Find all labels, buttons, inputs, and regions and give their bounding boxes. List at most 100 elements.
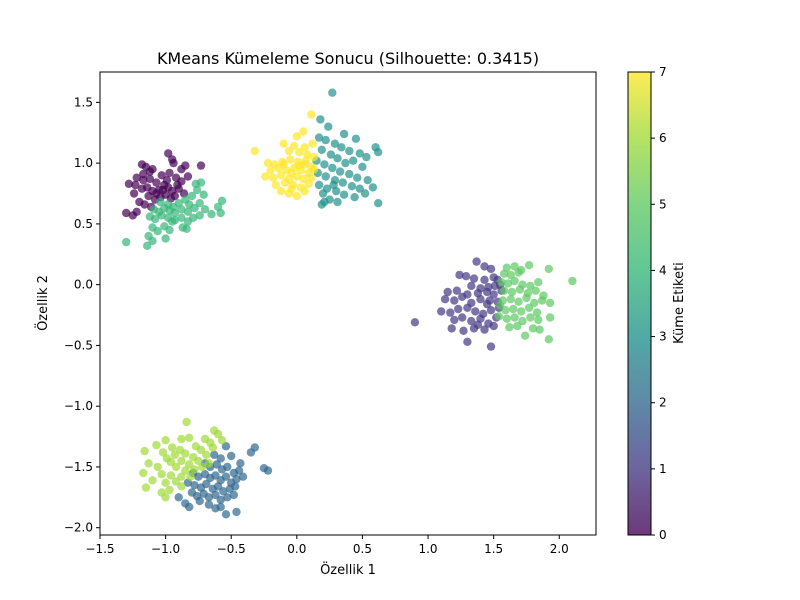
point-cluster-7 [301, 156, 311, 165]
point-cluster-7 [292, 132, 301, 141]
point-cluster-3 [316, 115, 325, 124]
point-cluster-2 [195, 496, 204, 506]
point-cluster-3 [358, 162, 367, 171]
point-cluster-0 [131, 180, 140, 190]
point-cluster-7 [280, 178, 290, 187]
point-cluster-4 [170, 208, 179, 218]
point-cluster-7 [304, 179, 313, 188]
point-cluster-2 [190, 481, 199, 490]
point-cluster-1 [461, 272, 471, 281]
point-cluster-0 [164, 149, 173, 158]
y-tick-label: 1.0 [74, 156, 93, 170]
point-cluster-1 [459, 326, 468, 335]
point-cluster-3 [351, 134, 361, 143]
point-cluster-7 [292, 191, 301, 201]
point-cluster-4 [165, 225, 174, 235]
point-cluster-2 [216, 502, 225, 512]
point-cluster-7 [284, 146, 294, 156]
point-cluster-0 [124, 179, 134, 188]
point-cluster-5 [532, 308, 542, 317]
point-cluster-5 [502, 314, 511, 323]
point-cluster-3 [314, 180, 324, 190]
point-cluster-5 [510, 262, 519, 271]
point-cluster-6 [152, 440, 161, 450]
cluster-5-points [494, 261, 577, 344]
point-cluster-4 [195, 199, 204, 208]
point-cluster-6 [170, 450, 179, 459]
point-cluster-1 [486, 264, 496, 274]
point-cluster-5 [507, 287, 517, 297]
point-cluster-2 [221, 472, 231, 481]
point-cluster-6 [165, 485, 174, 495]
point-cluster-7 [300, 143, 309, 152]
point-cluster-5 [534, 315, 543, 325]
point-cluster-5 [506, 295, 515, 304]
point-cluster-7 [263, 158, 273, 168]
point-cluster-0 [158, 185, 168, 195]
point-cluster-2 [174, 493, 183, 502]
point-cluster-5 [545, 313, 555, 322]
x-tick-label: −1.5 [85, 542, 114, 556]
y-tick-label: 0.0 [74, 278, 93, 292]
point-cluster-3 [347, 182, 357, 191]
y-tick-label: −0.5 [64, 338, 93, 352]
point-cluster-1 [410, 318, 420, 327]
point-cluster-3 [341, 158, 350, 168]
point-cluster-0 [173, 180, 182, 190]
point-cluster-2 [229, 490, 238, 500]
point-cluster-1 [471, 307, 480, 316]
point-cluster-6 [217, 436, 227, 445]
point-cluster-0 [170, 191, 179, 201]
point-cluster-0 [152, 178, 161, 187]
point-cluster-4 [122, 237, 131, 247]
point-cluster-4 [189, 213, 198, 222]
point-cluster-0 [165, 168, 174, 178]
point-cluster-6 [144, 459, 153, 468]
point-cluster-1 [450, 315, 459, 325]
point-cluster-2 [202, 479, 211, 489]
point-cluster-6 [158, 448, 168, 457]
point-cluster-3 [368, 183, 378, 192]
point-cluster-1 [450, 296, 459, 305]
point-cluster-5 [513, 321, 522, 331]
point-cluster-4 [216, 208, 225, 218]
point-cluster-1 [469, 274, 479, 283]
point-cluster-5 [522, 293, 531, 303]
cluster-3-points [312, 88, 383, 209]
point-cluster-4 [161, 234, 170, 243]
point-cluster-7 [261, 172, 270, 181]
x-tick-label: 1.5 [484, 542, 503, 556]
point-cluster-3 [320, 197, 329, 207]
point-cluster-7 [271, 180, 280, 190]
point-cluster-3 [333, 197, 342, 207]
point-cluster-5 [520, 331, 530, 340]
point-cluster-7 [250, 146, 259, 156]
point-cluster-0 [162, 176, 172, 185]
point-cluster-7 [287, 168, 296, 178]
point-cluster-0 [129, 189, 139, 198]
point-cluster-5 [534, 278, 543, 287]
point-cluster-7 [286, 155, 295, 164]
y-axis-label: Özellik 2 [34, 275, 51, 331]
point-cluster-2 [204, 500, 214, 509]
point-cluster-5 [505, 323, 514, 332]
point-cluster-6 [141, 483, 151, 492]
point-cluster-6 [171, 477, 181, 486]
point-cluster-5 [538, 296, 547, 305]
colorbar-tick-label: 5 [659, 197, 667, 211]
point-cluster-6 [181, 449, 190, 458]
point-cluster-7 [308, 139, 317, 148]
point-cluster-4 [156, 197, 165, 207]
point-cluster-7 [309, 165, 319, 174]
x-tick-label: 0.5 [353, 542, 372, 556]
point-cluster-6 [208, 443, 217, 452]
cluster-0-points [122, 149, 206, 220]
colorbar-label: Küme Etiketi [672, 262, 687, 344]
point-cluster-4 [153, 227, 162, 236]
point-cluster-7 [276, 171, 286, 180]
point-cluster-5 [509, 304, 518, 314]
y-axis-ticks: −2.0 −1.5 −1.0 −0.5 0.0 0.5 1.0 1.5 [64, 95, 100, 535]
y-tick-label: −2.0 [64, 521, 93, 535]
x-tick-label: −1.0 [151, 542, 180, 556]
point-cluster-3 [329, 180, 338, 190]
